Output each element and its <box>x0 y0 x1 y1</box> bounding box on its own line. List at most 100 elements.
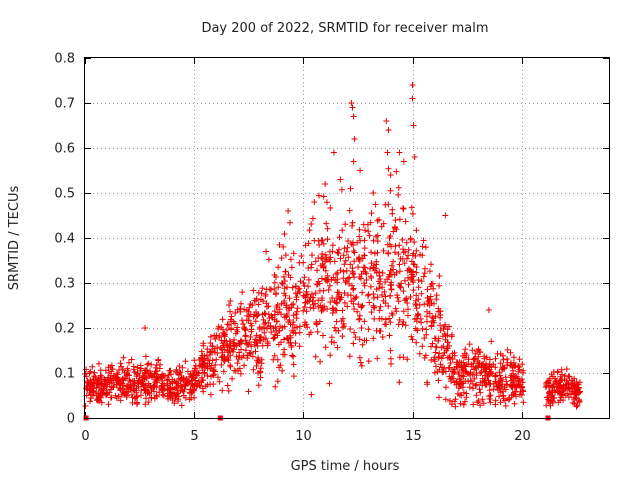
data-point <box>513 393 519 400</box>
axis-ticks <box>85 58 609 419</box>
data-point <box>405 274 411 281</box>
data-point <box>446 373 453 380</box>
x-tick-label: 5 <box>190 429 198 444</box>
data-point <box>545 380 552 387</box>
data-point <box>401 277 408 284</box>
data-point <box>502 374 509 381</box>
data-point <box>569 385 576 392</box>
data-point <box>413 227 420 234</box>
data-point <box>373 286 380 293</box>
data-point <box>354 308 361 315</box>
data-point <box>428 281 435 287</box>
data-point <box>558 392 565 398</box>
data-point <box>198 348 205 355</box>
data-point <box>469 347 476 354</box>
data-point <box>87 398 93 405</box>
data-point <box>273 318 280 325</box>
data-point <box>329 242 336 249</box>
data-point <box>543 402 550 409</box>
data-point <box>158 374 165 381</box>
data-point <box>125 367 132 374</box>
data-point <box>224 382 231 389</box>
data-point <box>419 243 426 250</box>
y-tick-label: 0.3 <box>54 277 75 292</box>
data-point <box>395 251 402 257</box>
data-point <box>132 394 139 401</box>
data-point <box>365 326 372 333</box>
data-point <box>289 327 296 334</box>
data-point <box>290 312 297 319</box>
data-point <box>149 373 156 380</box>
data-point <box>385 250 392 257</box>
y-tick-label: 0.5 <box>54 187 75 202</box>
data-point <box>347 292 354 299</box>
data-point <box>311 199 318 205</box>
data-point <box>429 340 436 347</box>
data-point <box>462 346 469 353</box>
data-point <box>418 290 425 297</box>
data-point <box>506 396 513 402</box>
data-point <box>396 149 403 156</box>
y-axis-label: SRMTID / TECUs <box>7 186 22 291</box>
data-point <box>426 302 433 309</box>
data-point <box>466 341 473 348</box>
data-point <box>350 300 357 307</box>
data-point <box>214 344 221 351</box>
data-point <box>520 399 527 406</box>
data-point <box>275 264 282 271</box>
data-point <box>253 363 260 369</box>
data-point <box>227 338 234 345</box>
data-point <box>184 379 191 386</box>
data-point <box>387 172 394 178</box>
data-point <box>257 368 264 375</box>
data-point <box>285 272 292 278</box>
data-point <box>323 277 330 283</box>
data-point <box>327 205 334 211</box>
data-point <box>356 354 363 361</box>
data-point <box>418 278 425 285</box>
data-point <box>519 361 526 368</box>
data-point <box>362 264 368 271</box>
data-point <box>382 293 389 300</box>
data-point <box>486 356 493 363</box>
data-point <box>497 372 503 379</box>
data-point <box>357 167 364 174</box>
data-point <box>512 388 519 395</box>
y-tick-label: 0.8 <box>54 52 75 67</box>
data-point <box>155 356 162 363</box>
data-point <box>356 312 363 319</box>
data-point <box>278 280 285 286</box>
data-point <box>134 364 141 371</box>
data-point <box>427 293 434 300</box>
data-point <box>467 377 474 384</box>
data-point <box>437 327 444 334</box>
data-point <box>361 282 368 289</box>
data-point <box>113 375 120 382</box>
data-point <box>89 392 96 399</box>
data-point <box>258 290 265 297</box>
data-point <box>320 193 327 200</box>
data-point <box>417 251 424 258</box>
data-point <box>245 308 252 315</box>
data-point <box>342 279 349 286</box>
data-point <box>266 286 273 293</box>
data-point <box>255 382 262 389</box>
data-point <box>365 292 371 299</box>
data-point <box>259 285 266 292</box>
data-point <box>329 248 336 255</box>
data-point <box>317 358 324 365</box>
data-point <box>490 386 497 393</box>
data-point <box>215 374 221 381</box>
data-point <box>470 360 477 367</box>
data-point <box>318 308 325 314</box>
data-point <box>423 331 430 338</box>
data-point <box>368 210 375 217</box>
data-point <box>175 387 182 394</box>
data-point <box>135 379 142 386</box>
data-point <box>322 344 329 351</box>
data-point <box>519 379 526 386</box>
data-point <box>415 296 422 303</box>
data-point <box>398 280 405 287</box>
data-point <box>488 338 495 345</box>
